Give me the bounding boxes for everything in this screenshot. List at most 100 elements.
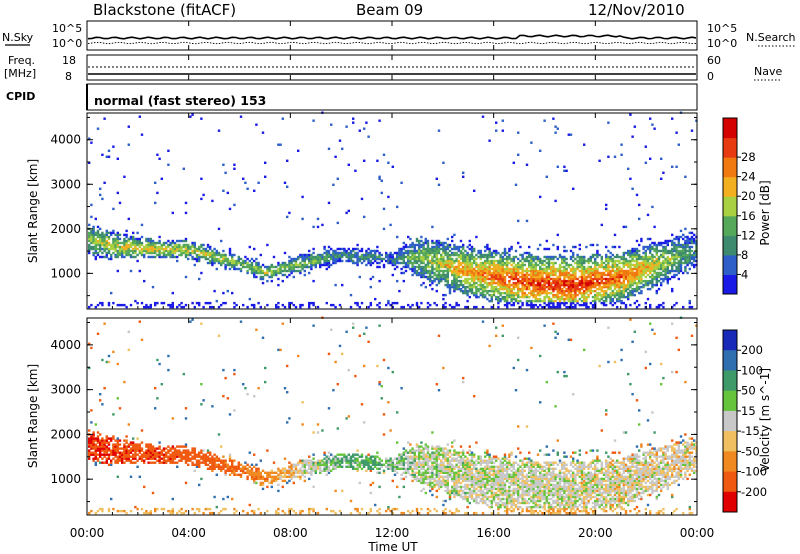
velocity-cell xyxy=(292,509,295,513)
power-cell xyxy=(193,243,196,247)
power-cell xyxy=(255,269,258,273)
velocity-cell xyxy=(281,475,284,478)
power-cell xyxy=(422,261,425,265)
power-cell xyxy=(660,261,663,265)
velocity-cell xyxy=(321,459,324,462)
power-cell xyxy=(644,301,647,305)
power-cell xyxy=(94,243,97,247)
power-cell xyxy=(442,265,445,269)
power-cell xyxy=(611,273,614,277)
velocity-cell xyxy=(334,360,337,364)
power-cell xyxy=(587,279,590,283)
power-cell xyxy=(444,261,447,265)
velocity-cell xyxy=(173,461,177,464)
power-cell xyxy=(453,253,456,257)
velocity-cell xyxy=(246,467,249,470)
power-cell xyxy=(448,265,452,269)
power-cell xyxy=(101,239,104,243)
velocity-cell xyxy=(136,443,139,446)
power-cell xyxy=(600,255,603,259)
power-cell xyxy=(288,255,291,259)
power-cell xyxy=(646,237,650,241)
velocity-cell xyxy=(217,511,221,515)
power-cell xyxy=(655,289,658,293)
power-cell xyxy=(226,289,229,293)
power-cell xyxy=(281,273,284,277)
power-cell xyxy=(477,255,480,259)
power-cell xyxy=(424,255,427,259)
power-cell xyxy=(378,301,381,305)
power-cell xyxy=(446,237,449,241)
power-cell xyxy=(550,281,553,285)
velocity-cell xyxy=(239,473,243,476)
velocity-cell xyxy=(356,449,359,452)
power-cell xyxy=(451,285,454,289)
power-cell xyxy=(616,297,619,301)
power-cell xyxy=(193,245,196,249)
power-cell xyxy=(220,255,223,259)
power-cell xyxy=(378,119,381,122)
velocity-cell xyxy=(88,429,91,432)
power-cell xyxy=(283,251,287,255)
power-cell xyxy=(90,245,93,249)
power-cell xyxy=(400,257,403,261)
power-cell xyxy=(244,261,247,265)
power-cell xyxy=(349,251,353,255)
power-cell xyxy=(457,255,460,259)
power-cell xyxy=(96,233,100,237)
power-cell xyxy=(567,133,570,136)
power-cell xyxy=(374,251,377,255)
power-cell xyxy=(112,247,115,251)
power-cell xyxy=(536,263,540,267)
power-cell xyxy=(413,249,416,253)
power-cell xyxy=(138,251,141,255)
power-cell xyxy=(631,287,634,291)
power-cell xyxy=(539,257,542,261)
power-cell xyxy=(123,303,126,307)
power-cell xyxy=(558,279,562,283)
power-cell xyxy=(633,259,636,263)
power-cell xyxy=(228,247,232,251)
power-cell xyxy=(184,245,188,249)
power-cell xyxy=(607,293,610,297)
power-cell xyxy=(147,305,150,309)
power-cell xyxy=(272,271,276,275)
power-cell xyxy=(338,139,342,142)
velocity-cell xyxy=(268,481,271,485)
velocity-cell xyxy=(244,465,247,468)
power-cell xyxy=(129,243,133,247)
power-cell xyxy=(231,255,234,259)
power-cell xyxy=(363,259,366,263)
velocity-cell xyxy=(222,368,225,372)
velocity-cell xyxy=(112,437,115,440)
power-cell xyxy=(468,277,471,281)
power-cell xyxy=(464,253,467,257)
power-cell xyxy=(360,255,364,259)
power-cell xyxy=(389,259,392,263)
power-cell xyxy=(204,253,207,257)
velocity-cell xyxy=(132,437,135,440)
power-cell xyxy=(633,247,636,251)
power-cell xyxy=(345,255,348,259)
power-cell xyxy=(347,255,350,259)
velocity-cell xyxy=(257,467,260,470)
power-cell xyxy=(226,263,229,267)
power-cell xyxy=(92,229,95,233)
velocity-cell xyxy=(349,463,353,466)
power-cell xyxy=(508,267,511,271)
power-cell xyxy=(154,181,157,184)
power-cell xyxy=(660,303,663,307)
power-cell xyxy=(343,247,346,251)
power-cell xyxy=(508,301,511,305)
power-cell xyxy=(327,249,331,253)
power-cell xyxy=(105,255,108,259)
power-cell xyxy=(657,241,661,245)
power-cell xyxy=(312,119,315,122)
power-cell xyxy=(545,289,548,293)
power-cell xyxy=(402,241,405,245)
power-cell xyxy=(334,155,337,158)
power-cell xyxy=(448,255,452,259)
power-cell xyxy=(563,169,566,172)
power-cell xyxy=(629,113,632,116)
power-cell xyxy=(420,245,423,249)
